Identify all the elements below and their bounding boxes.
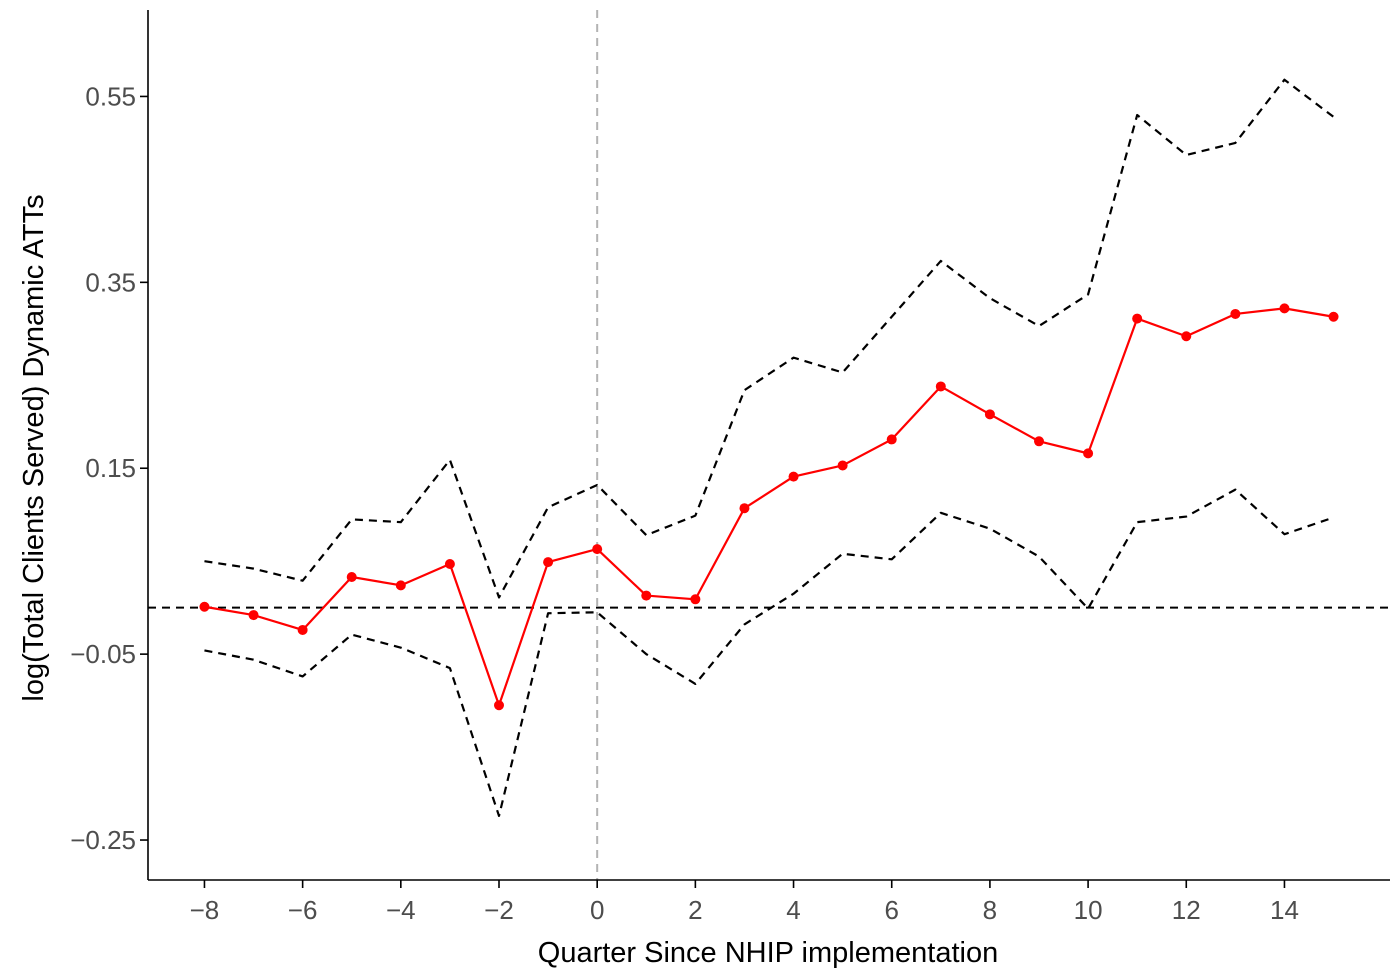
data-point — [248, 610, 259, 621]
data-point — [886, 434, 897, 445]
data-point — [494, 700, 504, 711]
y-tick-label: 0.15 — [85, 453, 136, 483]
data-point — [543, 557, 554, 568]
data-point — [1034, 436, 1044, 447]
x-axis-title: Quarter Since NHIP implementation — [538, 937, 998, 969]
x-axis-ticks: −8 −6 −4 −2 0 2 4 6 8 10 12 14 — [190, 880, 1299, 925]
data-point — [690, 594, 701, 605]
series-line-1 — [204, 78, 1335, 599]
x-tick-label: 4 — [786, 895, 800, 925]
x-tick-label: 0 — [590, 895, 604, 925]
data-point — [1279, 303, 1290, 314]
data-point — [788, 471, 799, 482]
series-lines — [204, 78, 1335, 817]
data-point — [984, 409, 995, 420]
y-axis-ticks: −0.25 −0.05 0.15 0.35 0.55 — [70, 81, 148, 855]
data-point — [1083, 448, 1094, 459]
y-axis-title: log(Total Clients Served) Dynamic ATTs — [18, 194, 50, 701]
y-tick-label: −0.25 — [70, 825, 136, 855]
x-tick-label: 14 — [1270, 895, 1299, 925]
data-point — [346, 571, 357, 582]
data-point — [592, 544, 603, 555]
data-point — [1132, 313, 1143, 324]
axes — [147, 10, 1390, 881]
data-point — [935, 381, 946, 392]
y-tick-label: −0.05 — [70, 639, 136, 669]
x-tick-label: −8 — [190, 895, 220, 925]
reference-lines — [148, 10, 1390, 880]
x-tick-label: −4 — [386, 895, 416, 925]
x-tick-label: 10 — [1074, 895, 1103, 925]
x-tick-label: 6 — [884, 895, 898, 925]
x-tick-label: 8 — [983, 895, 997, 925]
x-tick-label: −2 — [484, 895, 514, 925]
data-point — [297, 624, 308, 635]
data-point — [395, 580, 406, 591]
y-tick-label: 0.35 — [85, 267, 136, 297]
series-line-2 — [204, 488, 1334, 817]
data-point — [739, 503, 750, 514]
data-point — [1328, 311, 1339, 322]
x-tick-label: −6 — [288, 895, 318, 925]
data-point — [641, 590, 652, 601]
x-tick-label: 12 — [1172, 895, 1201, 925]
y-tick-label: 0.55 — [85, 81, 136, 111]
series-line-0 — [204, 307, 1334, 707]
point-markers — [199, 303, 1339, 711]
data-point — [1230, 308, 1241, 319]
x-tick-label: 2 — [688, 895, 702, 925]
data-point — [837, 460, 848, 471]
data-point — [1181, 331, 1192, 342]
data-point — [444, 558, 455, 569]
data-point — [199, 601, 210, 612]
